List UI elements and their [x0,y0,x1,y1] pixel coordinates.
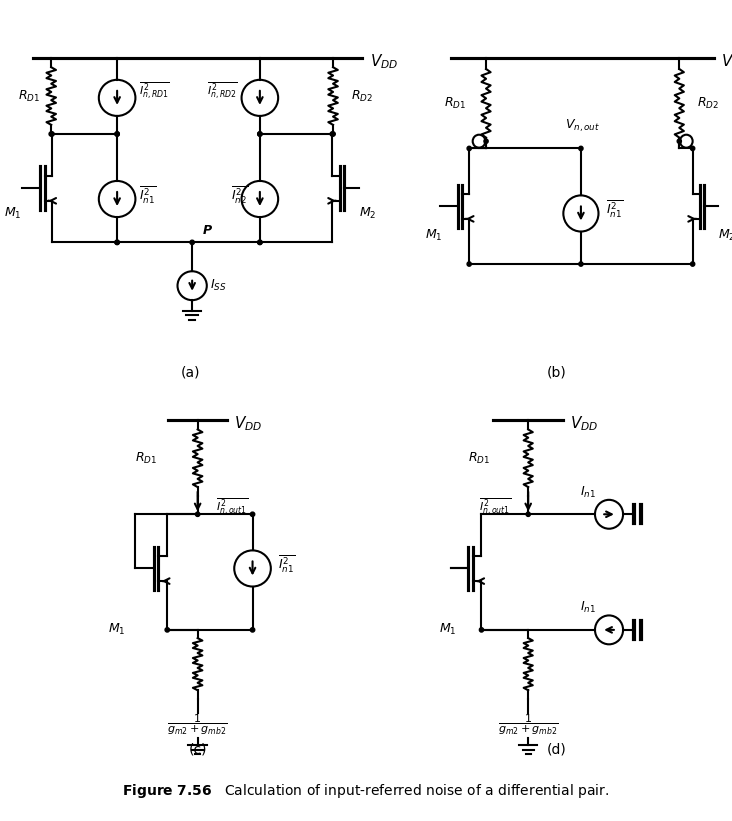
Text: (d): (d) [547,742,566,756]
Text: (b): (b) [547,365,566,379]
Text: $\overline{I^2_{n,out1}}$: $\overline{I^2_{n,out1}}$ [479,497,511,517]
Text: $\overline{I^2_{n1}}$: $\overline{I^2_{n1}}$ [278,554,295,576]
Text: $V_{DD}$: $V_{DD}$ [370,53,398,71]
Circle shape [190,241,195,245]
Text: $V_{DD}$: $V_{DD}$ [234,415,263,433]
Text: $\bf{Figure\ 7.56}$   Calculation of input-referred noise of a differential pair: $\bf{Figure\ 7.56}$ Calculation of input… [122,782,610,800]
Text: $\overline{I^2_{n,RD2}}$: $\overline{I^2_{n,RD2}}$ [207,80,238,101]
Text: $\overline{I^2_{n2}}$: $\overline{I^2_{n2}}$ [231,185,247,206]
Circle shape [330,132,335,136]
Circle shape [526,512,530,516]
Circle shape [258,241,262,245]
Text: $\dfrac{1}{g_{m2} + g_{mb2}}$: $\dfrac{1}{g_{m2} + g_{mb2}}$ [498,713,559,737]
Circle shape [165,628,170,632]
Text: (c): (c) [188,742,207,756]
Text: $M_2$: $M_2$ [718,228,732,243]
Text: $\overline{I^2_{n,out1}}$: $\overline{I^2_{n,out1}}$ [216,497,248,517]
Text: $V_{DD}$: $V_{DD}$ [570,415,599,433]
Circle shape [690,262,695,266]
Text: $M_1$: $M_1$ [108,622,126,637]
Circle shape [250,628,255,632]
Text: $R_{D1}$: $R_{D1}$ [135,451,157,466]
Text: $R_{D2}$: $R_{D2}$ [697,96,719,111]
Circle shape [484,139,488,144]
Circle shape [579,262,583,266]
Text: $R_{D1}$: $R_{D1}$ [444,96,466,111]
Circle shape [258,132,262,136]
Text: $V_{DD}$: $V_{DD}$ [722,53,732,71]
Circle shape [49,132,53,136]
Text: (a): (a) [181,365,200,379]
Text: $V_{n,out}$: $V_{n,out}$ [565,117,600,134]
Text: $\overline{I^2_{n1}}$: $\overline{I^2_{n1}}$ [139,185,156,206]
Circle shape [115,241,119,245]
Circle shape [479,628,484,632]
Text: $M_1$: $M_1$ [4,206,21,222]
Circle shape [677,139,681,144]
Text: $I_{n1}$: $I_{n1}$ [580,484,596,500]
Circle shape [195,512,200,516]
Circle shape [579,146,583,150]
Text: $R_{D2}$: $R_{D2}$ [351,89,373,103]
Circle shape [467,262,471,266]
Text: P: P [203,224,212,237]
Circle shape [258,241,262,245]
Circle shape [467,146,471,150]
Text: $M_2$: $M_2$ [359,206,376,222]
Text: $\overline{I^2_{n1}}$: $\overline{I^2_{n1}}$ [605,200,623,220]
Circle shape [250,512,255,516]
Text: $R_{D1}$: $R_{D1}$ [18,89,40,103]
Circle shape [50,132,54,136]
Text: $R_{D1}$: $R_{D1}$ [468,451,490,466]
Text: $M_1$: $M_1$ [438,622,456,637]
Circle shape [690,146,695,150]
Text: $\overline{I^2_{n,RD1}}$: $\overline{I^2_{n,RD1}}$ [139,80,170,101]
Text: $M_1$: $M_1$ [425,228,442,243]
Circle shape [331,132,335,136]
Circle shape [258,132,262,136]
Circle shape [115,132,119,136]
Text: $\dfrac{1}{g_{m2} + g_{mb2}}$: $\dfrac{1}{g_{m2} + g_{mb2}}$ [168,713,228,737]
Text: $I_{n1}$: $I_{n1}$ [580,600,596,616]
Text: $I_{SS}$: $I_{SS}$ [211,278,227,293]
Circle shape [115,241,119,245]
Circle shape [115,132,119,136]
